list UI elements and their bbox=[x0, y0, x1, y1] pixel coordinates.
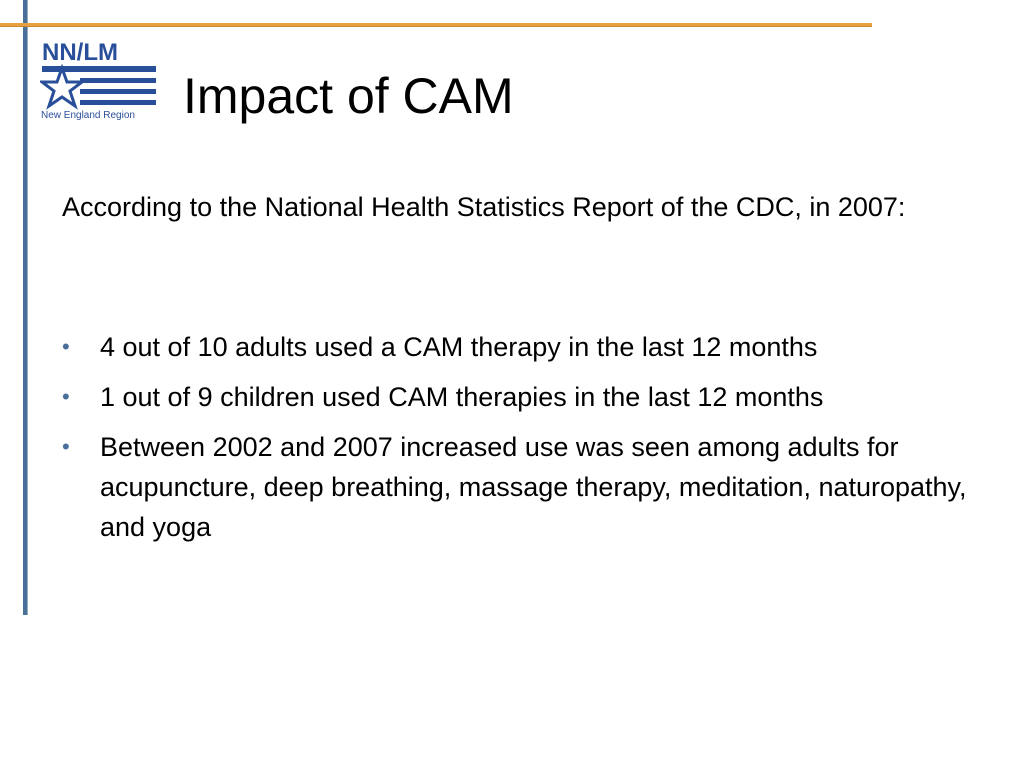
bullet-item: • Between 2002 and 2007 increased use was… bbox=[62, 427, 972, 547]
bullet-item: • 4 out of 10 adults used a CAM therapy i… bbox=[62, 327, 972, 367]
bullet-marker: • bbox=[62, 334, 70, 359]
bullet-list: • 4 out of 10 adults used a CAM therapy i… bbox=[0, 317, 1000, 547]
top-rule bbox=[0, 23, 872, 27]
bullet-text: Between 2002 and 2007 increased use was … bbox=[100, 432, 967, 542]
bullet-text: 1 out of 9 children used CAM therapies i… bbox=[100, 382, 824, 412]
bullet-text: 4 out of 10 adults used a CAM therapy in… bbox=[100, 332, 818, 362]
logo-acronym: NN/LM bbox=[42, 39, 118, 66]
left-rule bbox=[23, 0, 28, 615]
logo-region: New England Region bbox=[41, 110, 135, 121]
intro: According to the National Health Statist… bbox=[62, 192, 906, 222]
bullet-marker: • bbox=[62, 434, 70, 459]
slide-title: Impact of CAM bbox=[183, 68, 514, 124]
logo: NN/LM New England Region bbox=[40, 39, 156, 121]
bullet-marker: • bbox=[62, 384, 70, 409]
bullet-item: • 1 out of 9 children used CAM therapies … bbox=[62, 377, 972, 417]
